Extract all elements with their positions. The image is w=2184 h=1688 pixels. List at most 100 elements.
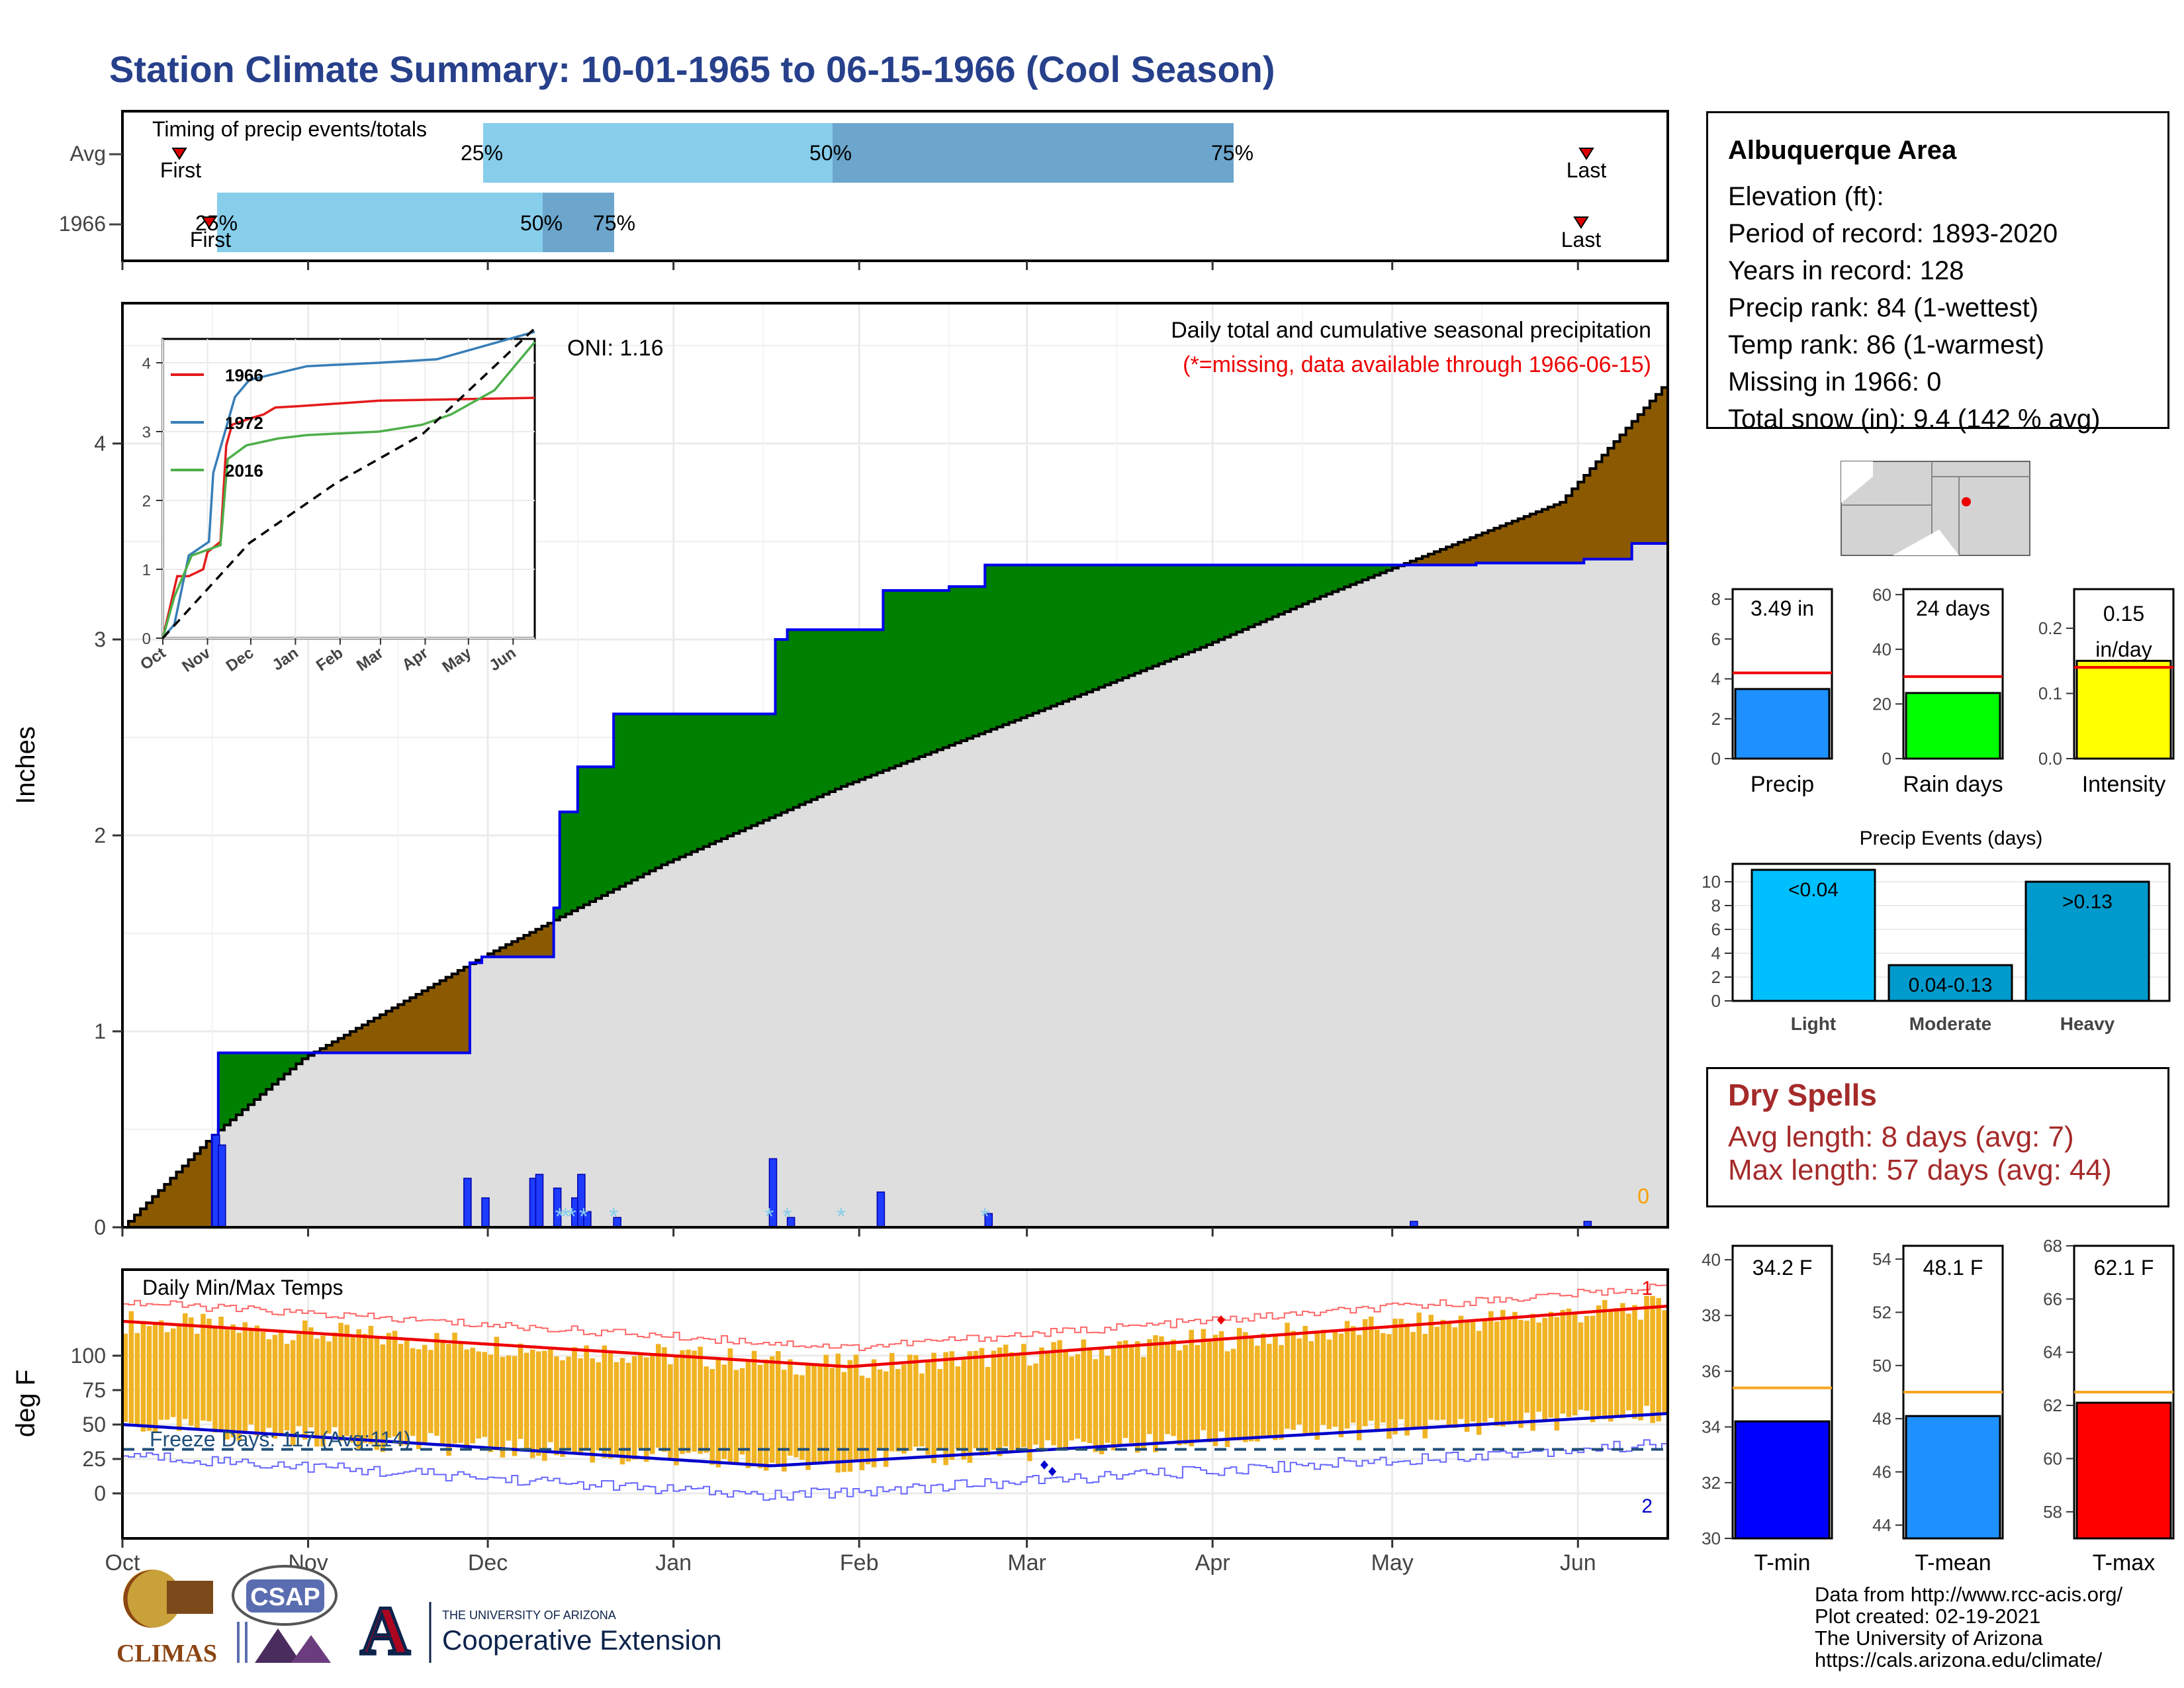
- daily-temp-bar: [901, 1364, 907, 1454]
- daily-temp-bar: [506, 1355, 512, 1441]
- daily-temp-bar: [554, 1356, 559, 1456]
- daily-temp-bar: [1524, 1321, 1529, 1413]
- daily-temp-bar: [1542, 1317, 1547, 1421]
- avg-pct-25: 25%: [461, 141, 503, 165]
- daily-temp-bar: [1195, 1344, 1201, 1442]
- missing-marker: *: [980, 1203, 989, 1230]
- daily-temp-bar: [201, 1313, 206, 1421]
- daily-temp-bar: [614, 1362, 619, 1458]
- daily-temp-bar: [751, 1350, 757, 1466]
- daily-temp-bar: [392, 1331, 398, 1437]
- daily-temp-bar: [889, 1352, 895, 1452]
- minibar-tick-label: 0: [1711, 749, 1721, 769]
- events-title: Precip Events (days): [1860, 827, 2043, 849]
- daily-temp-bar: [236, 1333, 242, 1441]
- daily-temp-bar: [1608, 1309, 1614, 1422]
- daily-temp-bar: [721, 1364, 727, 1459]
- daily-temp-bar: [794, 1374, 799, 1458]
- info-period: Period of record: 1893-2020: [1728, 219, 2058, 248]
- daily-temp-bar: [763, 1359, 769, 1471]
- event-bar-label: >0.13: [2062, 891, 2113, 913]
- csap-logo: CSAP: [232, 1565, 338, 1663]
- daily-temp-bar: [1536, 1322, 1541, 1412]
- y1966-last-label: Last: [1561, 228, 1602, 252]
- minibar-tick-label: 4: [1711, 669, 1721, 689]
- daily-temp-bar: [698, 1346, 703, 1454]
- daily-temp-bar: [829, 1368, 835, 1464]
- daily-temp-bar: [1003, 1344, 1009, 1447]
- daily-temp-bar: [1314, 1333, 1320, 1440]
- daily-temp-bar: [1087, 1348, 1093, 1444]
- daily-temp-bar: [602, 1345, 608, 1458]
- minibar-tick-label: 40: [1872, 639, 1891, 659]
- daily-temp-bar: [1255, 1345, 1260, 1442]
- daily-temp-bar: [152, 1324, 158, 1433]
- daily-temp-bar: [458, 1342, 463, 1443]
- daily-temp-bar: [1350, 1326, 1356, 1423]
- daily-temp-bar: [925, 1359, 931, 1455]
- daily-temp-bar: [788, 1359, 793, 1456]
- daily-temp-bar: [859, 1376, 865, 1471]
- event-category-label: Moderate: [1909, 1013, 1991, 1034]
- daily-temp-bar: [224, 1329, 230, 1440]
- tbar-tick-label: 32: [1702, 1473, 1721, 1493]
- daily-temp-bar: [1572, 1313, 1578, 1416]
- daily-temp-bar: [590, 1358, 595, 1463]
- daily-temp-bar: [398, 1344, 404, 1446]
- daily-temp-bar: [991, 1350, 997, 1450]
- daily-temp-bar: [1428, 1315, 1434, 1420]
- daily-temp-bar: [1494, 1321, 1500, 1427]
- daily-temp-bar: [757, 1364, 763, 1468]
- footer-line: Data from http://www.rcc-acis.org/: [1815, 1583, 2123, 1606]
- daily-temp-bar: [548, 1347, 553, 1442]
- minibar-tick-label: 0.1: [2038, 684, 2062, 704]
- daily-temp-bar: [535, 1351, 541, 1456]
- tbar-tick-label: 38: [1702, 1305, 1721, 1325]
- daily-temp-bar: [1392, 1319, 1398, 1434]
- daily-temp-bar: [362, 1334, 368, 1443]
- daily-temp-bar: [314, 1338, 320, 1447]
- event-bar: [1888, 964, 2013, 1002]
- minibar-category-label: Rain days: [1903, 772, 2003, 797]
- daily-temp-bar: [1051, 1342, 1056, 1446]
- tbar-value: [2075, 1401, 2172, 1540]
- daily-temp-bar: [1165, 1343, 1170, 1434]
- avg-first-label: First: [160, 158, 201, 182]
- missing-marker: *: [555, 1203, 565, 1230]
- info-elevation: Elevation (ft):: [1728, 182, 1884, 211]
- daily-temp-bar: [1632, 1305, 1637, 1419]
- daily-temp-bar: [1308, 1341, 1314, 1434]
- daily-temp-bar: [470, 1347, 475, 1444]
- event-tick-label: 8: [1711, 896, 1721, 915]
- observed-cumulative-line: [122, 541, 1668, 1229]
- daily-temp-bar: [278, 1331, 284, 1436]
- row-1966: 1966: [59, 212, 106, 236]
- footer-line: The University of Arizona: [1815, 1626, 2043, 1650]
- tbar-value-label: 34.2 F: [1752, 1256, 1813, 1280]
- tbar-tick-label: 52: [1872, 1302, 1891, 1322]
- info-temp-rank: Temp rank: 86 (1-warmest): [1728, 330, 2044, 359]
- daily-temp-bar: [775, 1351, 781, 1464]
- y1966-pct-25: 25%: [195, 211, 238, 235]
- daily-temp-bar: [183, 1313, 188, 1419]
- daily-temp-bar: [937, 1369, 942, 1450]
- daily-temp-bar: [1039, 1347, 1044, 1452]
- daily-temp-bar: [1506, 1316, 1512, 1422]
- daily-temp-bar: [1434, 1327, 1440, 1421]
- event-category-label: Light: [1791, 1013, 1836, 1034]
- tbar-tick-label: 40: [1702, 1250, 1721, 1270]
- daily-temp-bar: [1057, 1340, 1062, 1450]
- daily-temp-bar: [985, 1367, 991, 1456]
- minibar-tick-label: 60: [1872, 585, 1891, 604]
- daily-temp-bar: [176, 1323, 182, 1431]
- daily-temp-bar: [284, 1343, 290, 1430]
- footer-line: https://cals.arizona.edu/climate/: [1815, 1648, 2103, 1671]
- daily-temp-bar: [326, 1341, 332, 1434]
- daily-temp-bar: [1488, 1311, 1494, 1419]
- daily-temp-bar: [1470, 1321, 1476, 1422]
- daily-temp-bar: [1302, 1325, 1308, 1434]
- main-ytick-label: 0: [94, 1215, 106, 1239]
- daily-temp-bar: [1069, 1356, 1075, 1441]
- daily-temp-bar: [1626, 1313, 1631, 1411]
- southwest-map: [1841, 461, 2030, 556]
